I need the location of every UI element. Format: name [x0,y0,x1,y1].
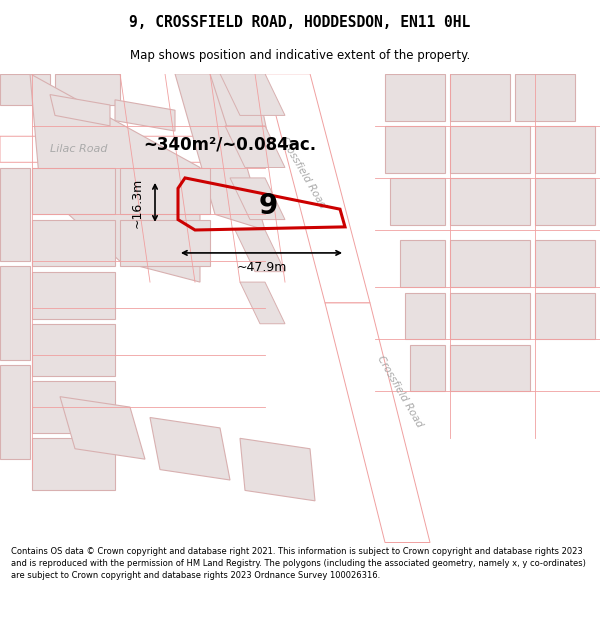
Polygon shape [0,366,30,459]
Polygon shape [32,438,115,491]
Polygon shape [55,74,120,105]
Polygon shape [220,74,285,116]
Polygon shape [32,324,115,376]
Polygon shape [0,74,50,105]
Polygon shape [32,381,115,433]
Polygon shape [115,100,175,131]
Polygon shape [0,136,250,162]
Polygon shape [450,292,530,339]
Polygon shape [450,178,530,225]
Polygon shape [240,282,285,324]
Polygon shape [235,230,285,272]
Text: 9, CROSSFIELD ROAD, HODDESDON, EN11 0HL: 9, CROSSFIELD ROAD, HODDESDON, EN11 0HL [130,14,470,29]
Polygon shape [535,126,595,173]
Polygon shape [450,344,530,391]
Polygon shape [0,266,30,360]
Polygon shape [32,219,115,266]
Polygon shape [515,74,575,121]
Polygon shape [325,303,430,542]
Text: 9: 9 [259,192,278,220]
Text: Lilac Road: Lilac Road [50,144,107,154]
Text: Crossfield Road: Crossfield Road [376,354,425,429]
Polygon shape [535,241,595,288]
Polygon shape [450,74,510,121]
Text: ~16.3m: ~16.3m [131,177,143,227]
Polygon shape [32,272,115,319]
Polygon shape [225,126,285,168]
Polygon shape [0,168,30,261]
Polygon shape [265,74,370,303]
Text: ~47.9m: ~47.9m [236,261,287,274]
Polygon shape [385,126,445,173]
Polygon shape [390,178,445,225]
Polygon shape [30,74,200,282]
Text: Contains OS data © Crown copyright and database right 2021. This information is : Contains OS data © Crown copyright and d… [11,547,586,580]
Polygon shape [385,74,445,121]
Polygon shape [150,418,230,480]
Polygon shape [240,438,315,501]
Polygon shape [535,292,595,339]
Polygon shape [405,292,445,339]
Polygon shape [32,168,115,214]
Polygon shape [400,241,445,288]
Polygon shape [50,94,110,126]
Polygon shape [120,219,210,266]
Polygon shape [410,344,445,391]
Polygon shape [60,397,145,459]
Polygon shape [175,74,265,230]
Polygon shape [120,168,210,214]
Text: Crossfield Road: Crossfield Road [278,135,328,210]
Polygon shape [450,126,530,173]
Polygon shape [210,74,268,136]
Polygon shape [535,178,595,225]
Text: Map shows position and indicative extent of the property.: Map shows position and indicative extent… [130,49,470,62]
Polygon shape [450,241,530,288]
Text: ~340m²/~0.084ac.: ~340m²/~0.084ac. [143,136,317,154]
Polygon shape [230,178,285,219]
